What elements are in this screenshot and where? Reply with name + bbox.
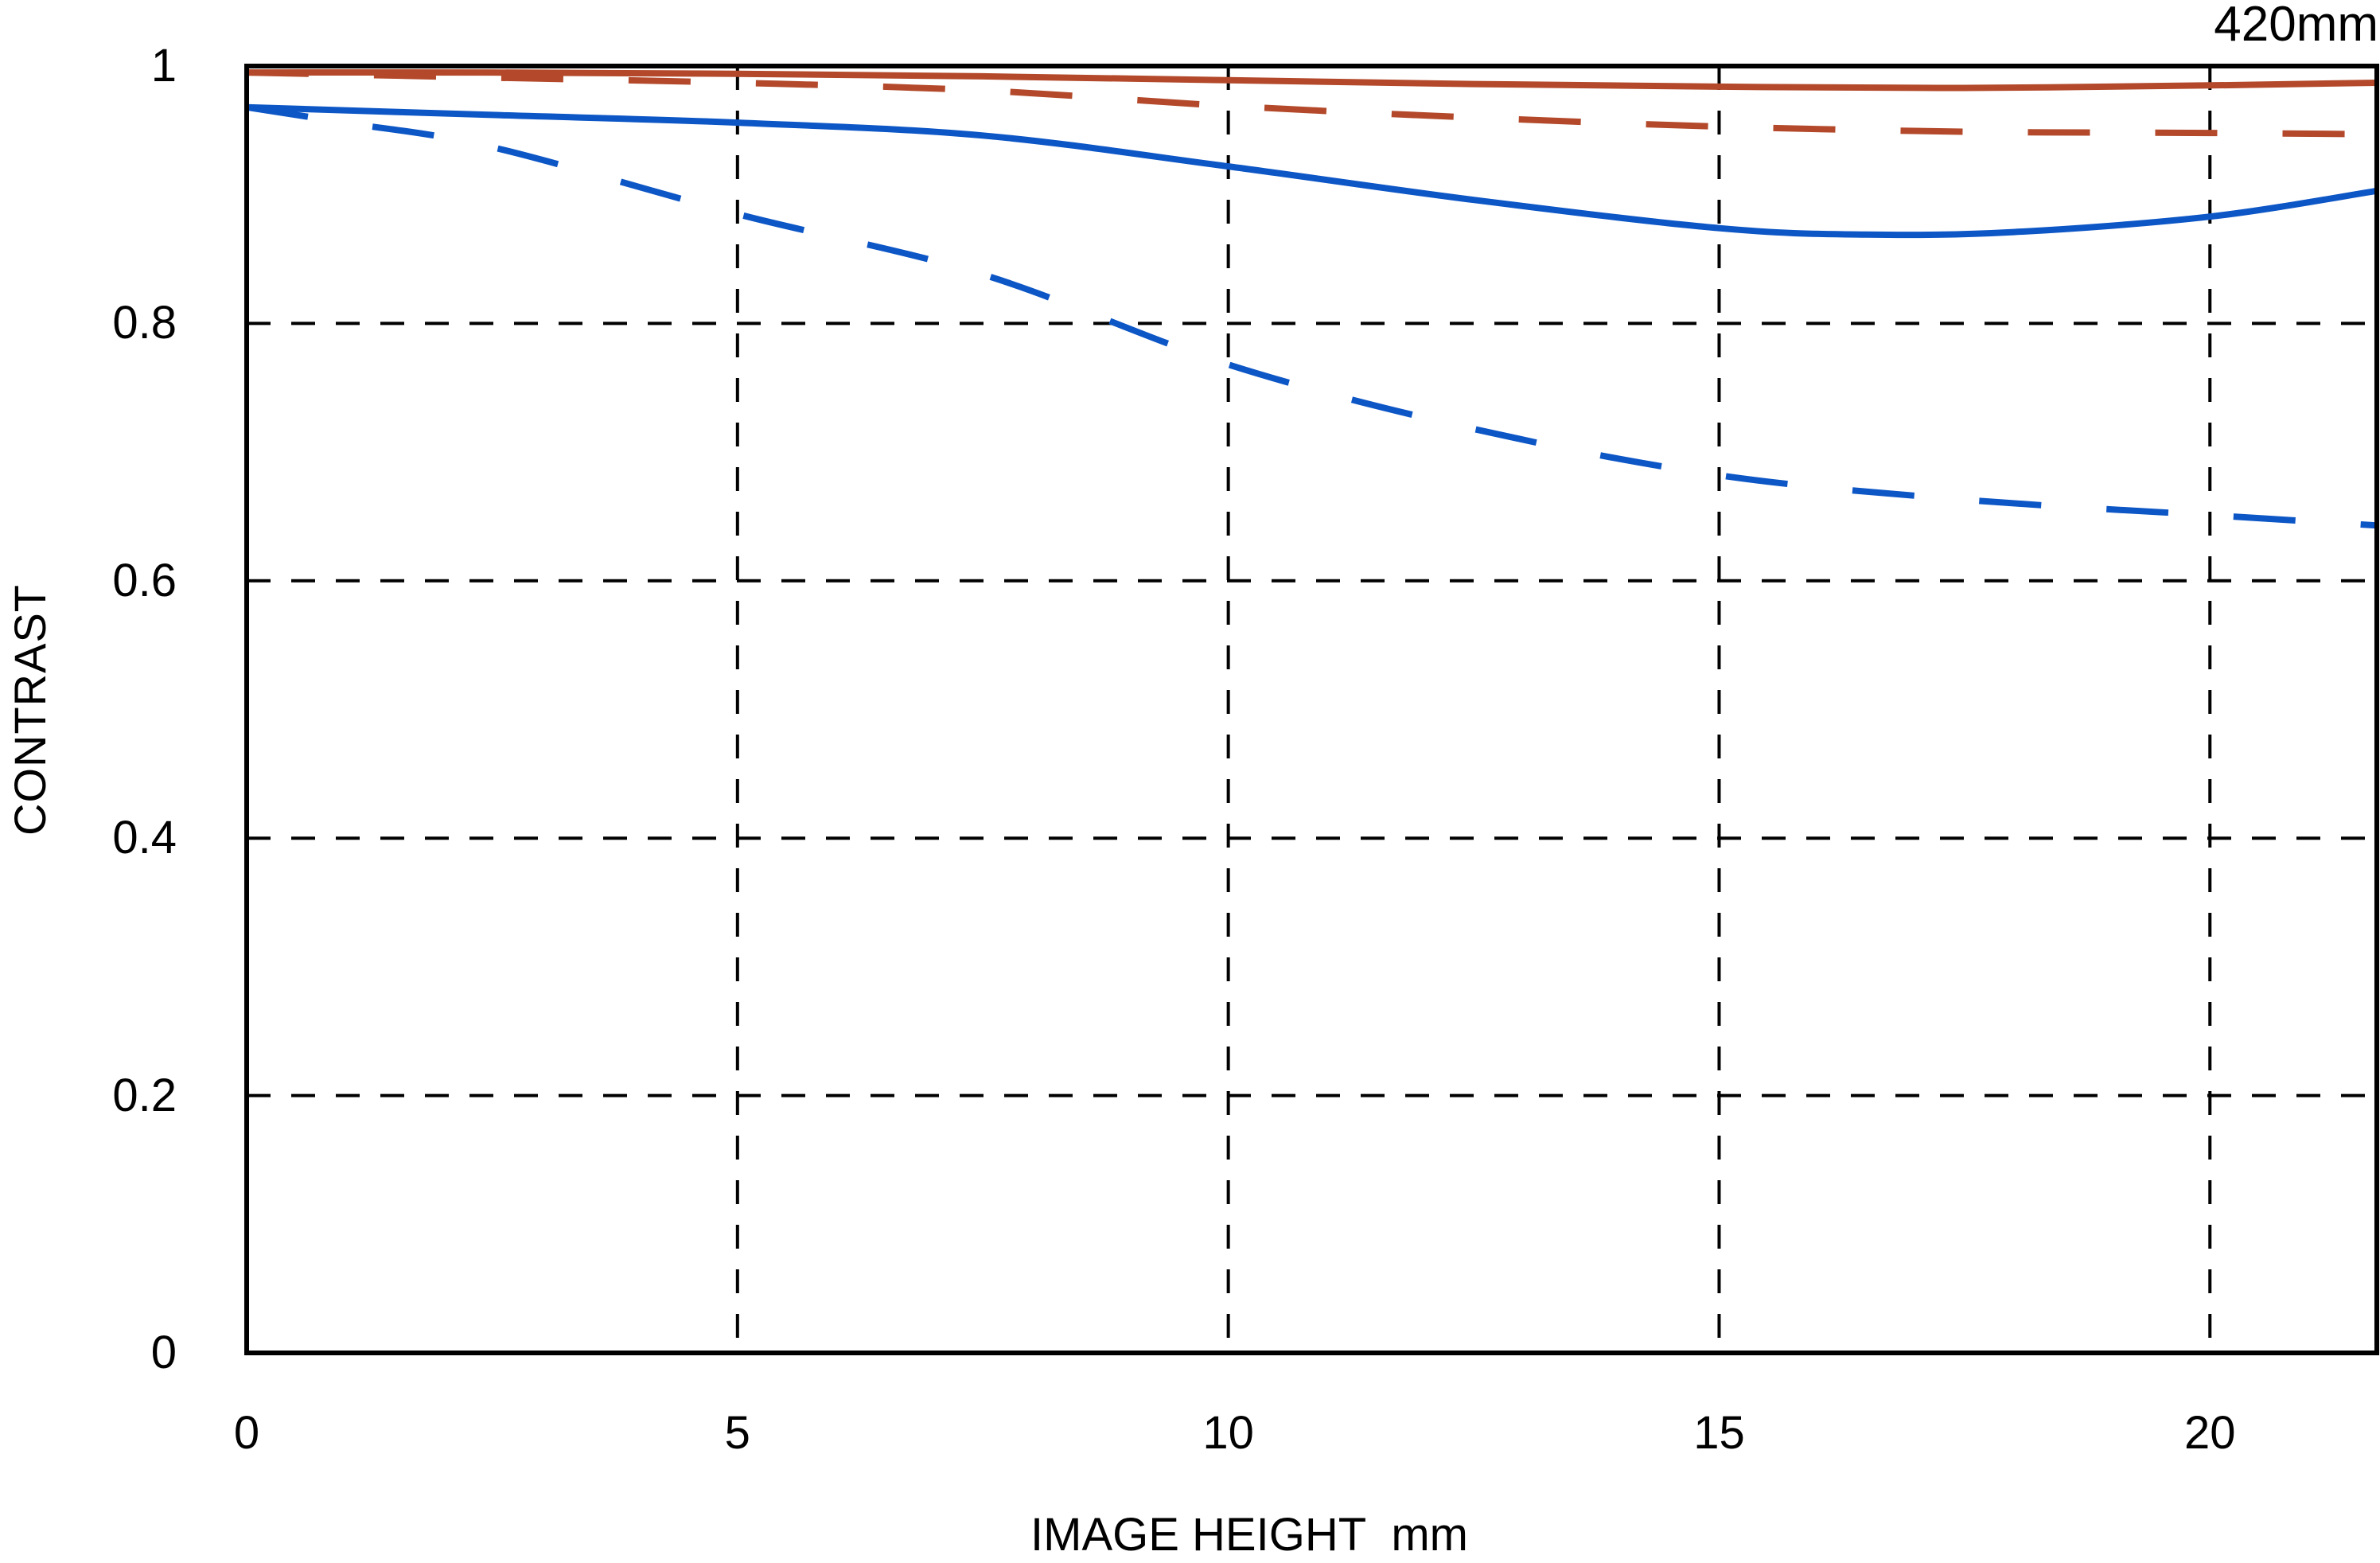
- plot-frame: [244, 64, 2379, 1355]
- curve-blue-dashed: [246, 103, 2378, 529]
- x-axis-title: IMAGE HEIGHT mm: [1030, 1509, 1468, 1561]
- x-tick-label: 0: [233, 1407, 260, 1459]
- y-tick-label: 0.2: [112, 1069, 177, 1121]
- x-tick-label: 10: [1202, 1407, 1254, 1459]
- curve-red-dashed: [246, 69, 2378, 138]
- y-tick-label: 0.4: [112, 812, 177, 864]
- curve-blue-solid: [246, 103, 2378, 239]
- y-tick-label: 0.6: [112, 554, 177, 606]
- y-tick-label: 0: [150, 1327, 177, 1378]
- y-tick-label: 0.8: [112, 297, 177, 349]
- x-tick-label: 15: [1693, 1407, 1745, 1459]
- y-tick-label: 1: [150, 40, 177, 92]
- x-tick-label: 5: [724, 1407, 750, 1459]
- focal-length-label: 420mm: [2214, 0, 2378, 52]
- curve-red-solid: [246, 68, 2378, 92]
- x-tick-label: 20: [2184, 1407, 2236, 1459]
